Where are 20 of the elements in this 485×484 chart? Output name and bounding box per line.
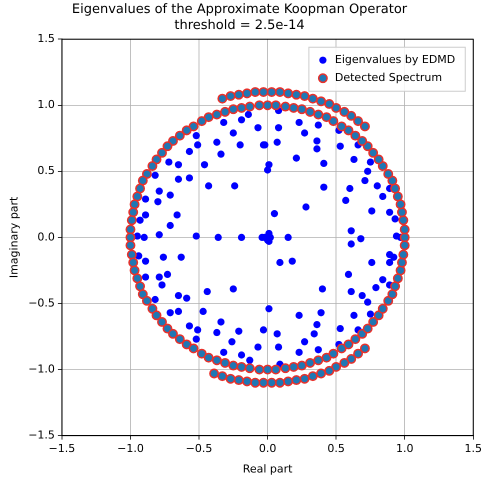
x-tick-label: 0.5 — [327, 442, 345, 456]
x-tick-label: 0.0 — [258, 442, 276, 456]
legend-label: Eigenvalues by EDMD — [334, 53, 456, 66]
y-axis-title: Imaginary part — [7, 196, 20, 278]
x-tick-label: −0.5 — [186, 442, 212, 456]
y-tick-label: −1.5 — [28, 428, 55, 442]
x-tick-label: 1.0 — [396, 442, 414, 456]
y-tick-label: 1.0 — [37, 98, 55, 112]
y-tick-label: 1.5 — [37, 32, 55, 46]
x-axis-title: Real part — [242, 462, 294, 476]
chart-title: Eigenvalues of the Approximate Koopman Operator — [72, 2, 408, 18]
x-tick-label: 1.5 — [464, 442, 482, 456]
y-tick-label: 0.0 — [37, 230, 55, 244]
y-tick-label: −0.5 — [28, 296, 55, 310]
y-tick-label: −1.0 — [28, 362, 55, 376]
chart-subtitle: threshold = 2.5e-14 — [174, 18, 305, 33]
x-tick-label: −1.5 — [48, 442, 76, 456]
x-tick-label: −1.0 — [117, 442, 144, 456]
y-tick-label: 0.5 — [37, 164, 55, 178]
legend-label: Detected Spectrum — [334, 71, 442, 84]
